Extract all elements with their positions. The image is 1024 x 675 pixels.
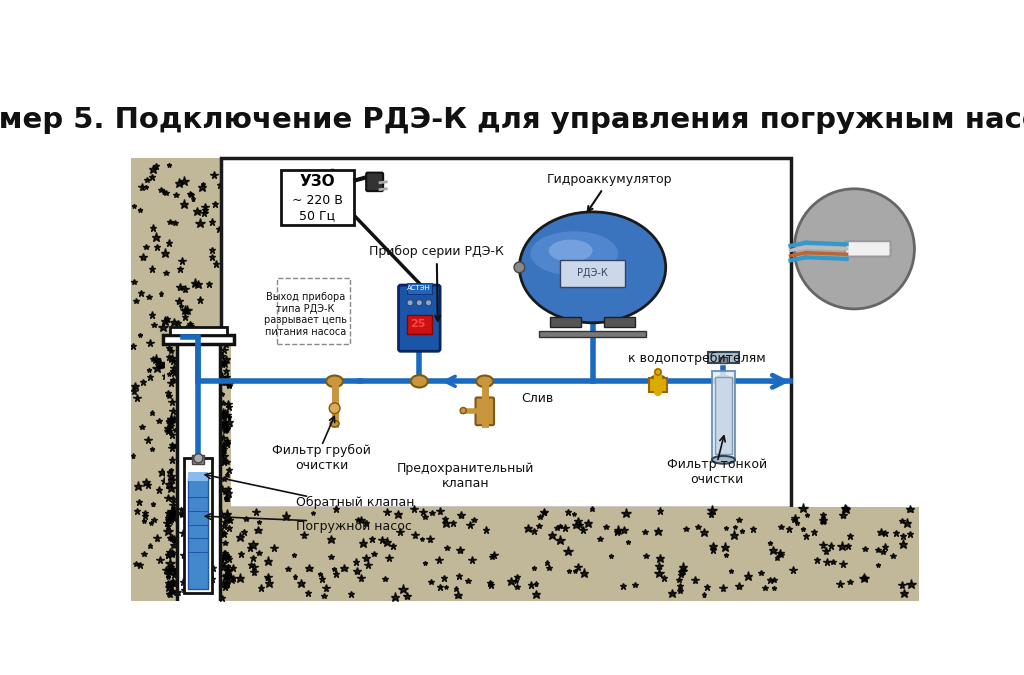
Bar — [708, 352, 739, 363]
Ellipse shape — [530, 232, 618, 275]
Ellipse shape — [712, 456, 735, 464]
Ellipse shape — [326, 375, 343, 387]
Bar — [550, 317, 581, 327]
Text: Фильтр грубой
очистки: Фильтр грубой очистки — [272, 444, 371, 472]
Bar — [193, 455, 205, 464]
Bar — [177, 335, 219, 601]
FancyBboxPatch shape — [475, 398, 494, 425]
Text: Предохранительный
клапан: Предохранительный клапан — [397, 462, 535, 490]
Circle shape — [416, 300, 422, 306]
Ellipse shape — [476, 375, 494, 387]
FancyBboxPatch shape — [367, 173, 383, 191]
Circle shape — [425, 300, 432, 306]
Bar — [131, 507, 920, 601]
Bar — [165, 335, 231, 601]
Text: Гидроаккумулятор: Гидроаккумулятор — [547, 173, 672, 211]
Text: УЗО: УЗО — [299, 174, 335, 190]
Bar — [407, 283, 432, 294]
Bar — [720, 356, 727, 363]
Circle shape — [194, 454, 203, 463]
Bar — [560, 260, 625, 287]
Bar — [276, 278, 350, 344]
Text: Слив: Слив — [521, 392, 554, 405]
Circle shape — [330, 403, 340, 414]
Text: Обратный клапан: Обратный клапан — [296, 496, 415, 510]
Bar — [184, 458, 212, 593]
Bar — [539, 331, 646, 337]
Circle shape — [407, 300, 413, 306]
Circle shape — [655, 369, 662, 375]
Text: РДЭ-К: РДЭ-К — [578, 268, 608, 277]
Text: Выход прибора
типа РДЭ-К
разрывает цепь
питания насоса: Выход прибора типа РДЭ-К разрывает цепь … — [264, 292, 347, 337]
FancyBboxPatch shape — [845, 241, 891, 256]
Bar — [715, 377, 732, 454]
Text: Погружной насос: Погружной насос — [296, 520, 412, 533]
FancyBboxPatch shape — [398, 285, 440, 351]
Ellipse shape — [715, 375, 732, 387]
Ellipse shape — [330, 421, 339, 427]
Circle shape — [460, 408, 466, 414]
Text: Прибор серии РДЭ-К: Прибор серии РДЭ-К — [370, 246, 504, 321]
Ellipse shape — [649, 375, 667, 387]
Text: к водопотребителям: к водопотребителям — [628, 352, 765, 364]
Bar — [712, 371, 735, 460]
Bar — [170, 327, 226, 335]
Ellipse shape — [519, 212, 666, 323]
Text: Пример 5. Подключение РДЭ-К для управления погружным насосом.: Пример 5. Подключение РДЭ-К для управлен… — [0, 105, 1024, 134]
Circle shape — [795, 189, 914, 309]
Bar — [407, 315, 432, 333]
Bar — [188, 477, 208, 589]
Text: Фильтр тонкой
очистки: Фильтр тонкой очистки — [668, 458, 767, 486]
Bar — [281, 169, 354, 225]
Bar — [221, 507, 792, 601]
Bar — [221, 158, 792, 508]
Text: 25: 25 — [410, 319, 425, 329]
Bar — [131, 158, 221, 601]
Bar — [163, 335, 233, 344]
Ellipse shape — [411, 375, 428, 387]
Bar — [649, 378, 668, 392]
Ellipse shape — [549, 240, 593, 262]
Ellipse shape — [514, 262, 525, 273]
Bar — [188, 472, 208, 481]
Text: ~ 220 В
50 Гц: ~ 220 В 50 Гц — [292, 194, 343, 222]
Text: АСТЭН: АСТЭН — [408, 285, 431, 291]
Bar — [604, 317, 635, 327]
